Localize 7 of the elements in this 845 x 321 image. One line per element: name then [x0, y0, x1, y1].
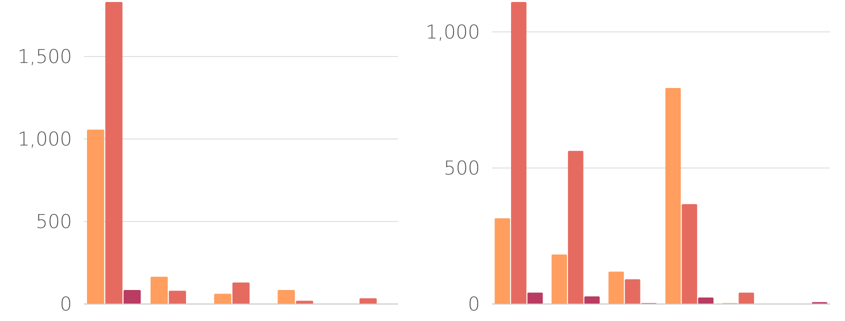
- y-tick-label: 500: [36, 211, 72, 234]
- y-tick-label: 1,500: [18, 46, 72, 68]
- y-tick-label: 0: [60, 294, 72, 316]
- y-tick-label: 0: [468, 294, 480, 316]
- y-tick-label: 1,000: [18, 128, 72, 151]
- y-tick-label: 1,000: [426, 22, 480, 44]
- y-tick-label: 500: [444, 158, 480, 180]
